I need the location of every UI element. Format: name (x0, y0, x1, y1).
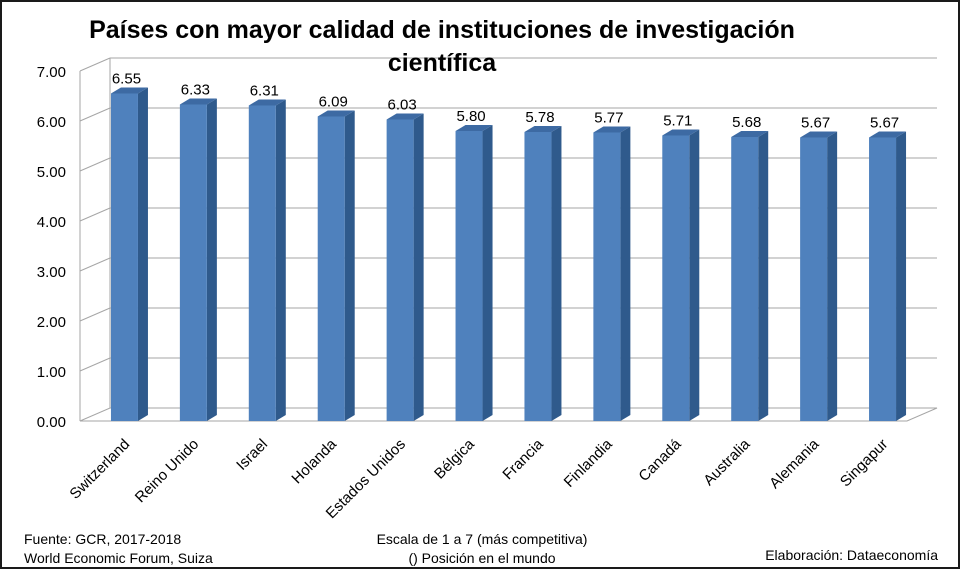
bar-top (524, 126, 562, 132)
bar-top (731, 131, 769, 137)
x-tick-label: Bélgica (431, 435, 478, 482)
x-tick-label: Singapur (837, 436, 891, 490)
bar (455, 131, 483, 421)
bar (731, 137, 759, 421)
credit-note: Elaboración: Dataeconomía (765, 547, 938, 563)
y-tick-label: 2.00 (37, 314, 66, 331)
gridline-depth (79, 57, 111, 72)
x-tick-label: Finlandia (561, 435, 617, 491)
data-label: 6.31 (250, 83, 279, 100)
y-tick-label: 6.00 (37, 114, 66, 131)
bar-side (137, 87, 148, 421)
bar-top (800, 131, 838, 138)
bar-top (455, 125, 493, 131)
x-tick-label: Holanda (288, 435, 340, 487)
bar-side (344, 110, 355, 421)
x-tick-label: Canadá (635, 435, 685, 485)
x-tick-label: Reino Unido (132, 436, 202, 506)
data-label: 5.71 (663, 113, 692, 130)
gridline-depth (79, 257, 111, 272)
bar-side (275, 99, 286, 421)
bar-top (248, 99, 286, 106)
data-label: 5.77 (594, 110, 623, 127)
bar-top (662, 129, 700, 136)
gridline-depth (79, 307, 111, 322)
bar-side (689, 129, 700, 421)
bar (593, 132, 621, 421)
y-tick-label: 1.00 (37, 364, 66, 381)
x-tick-label: Israel (233, 436, 271, 474)
bar-top (317, 110, 355, 117)
data-label: 6.33 (181, 82, 210, 99)
y-tick-label: 0.00 (37, 414, 66, 431)
bar-side (551, 126, 562, 421)
chart-floor (79, 407, 938, 422)
gridline-depth (79, 157, 111, 172)
x-tick-label: Australia (700, 435, 754, 489)
data-label: 6.03 (388, 97, 417, 114)
bar (110, 93, 138, 421)
bar (869, 137, 897, 421)
bar-side (482, 125, 493, 421)
bar-side (827, 131, 838, 421)
data-label: 6.55 (112, 71, 141, 88)
bar-top (593, 126, 631, 133)
bar-side (758, 131, 769, 421)
bar-side (620, 126, 631, 421)
source-note: Fuente: GCR, 2017-2018 World Economic Fo… (24, 530, 213, 568)
y-tick-label: 4.00 (37, 214, 66, 231)
data-label: 6.09 (319, 94, 348, 111)
source-line-1: Fuente: GCR, 2017-2018 (24, 531, 182, 547)
bar-side (206, 98, 217, 421)
bar-top (179, 98, 217, 105)
bar (179, 104, 207, 421)
data-label: 5.67 (801, 115, 830, 132)
bar-side (413, 113, 424, 421)
bar (386, 119, 414, 421)
bar (524, 132, 552, 421)
scale-line-1: Escala de 1 a 7 (más competitiva) (376, 531, 588, 547)
scale-line-2: () Posición en el mundo (408, 550, 556, 566)
scale-note: Escala de 1 a 7 (más competitiva) () Pos… (332, 530, 632, 568)
data-label: 5.80 (456, 108, 485, 125)
bar (248, 105, 276, 421)
y-tick-label: 3.00 (37, 264, 66, 281)
bar (662, 135, 690, 421)
x-tick-label: Alemania (766, 435, 823, 492)
source-line-2: World Economic Forum, Suiza (24, 550, 213, 566)
data-label: 5.68 (732, 114, 761, 131)
bar-top (869, 131, 907, 138)
bar-top (386, 113, 424, 120)
y-tick-label: 5.00 (37, 164, 66, 181)
x-tick-label: Switzerland (66, 436, 133, 503)
bar (317, 116, 345, 421)
data-label: 5.67 (870, 115, 899, 132)
gridline-depth (79, 107, 111, 122)
bar (800, 137, 828, 421)
gridline-depth (79, 207, 111, 222)
bar-side (896, 131, 907, 421)
chart-title: Países con mayor calidad de institucione… (89, 16, 795, 77)
gridline-depth (79, 357, 111, 372)
bar-top (110, 87, 148, 94)
y-tick-label: 7.00 (37, 64, 66, 81)
data-label: 5.78 (525, 109, 554, 126)
x-tick-label: Francia (499, 435, 547, 483)
